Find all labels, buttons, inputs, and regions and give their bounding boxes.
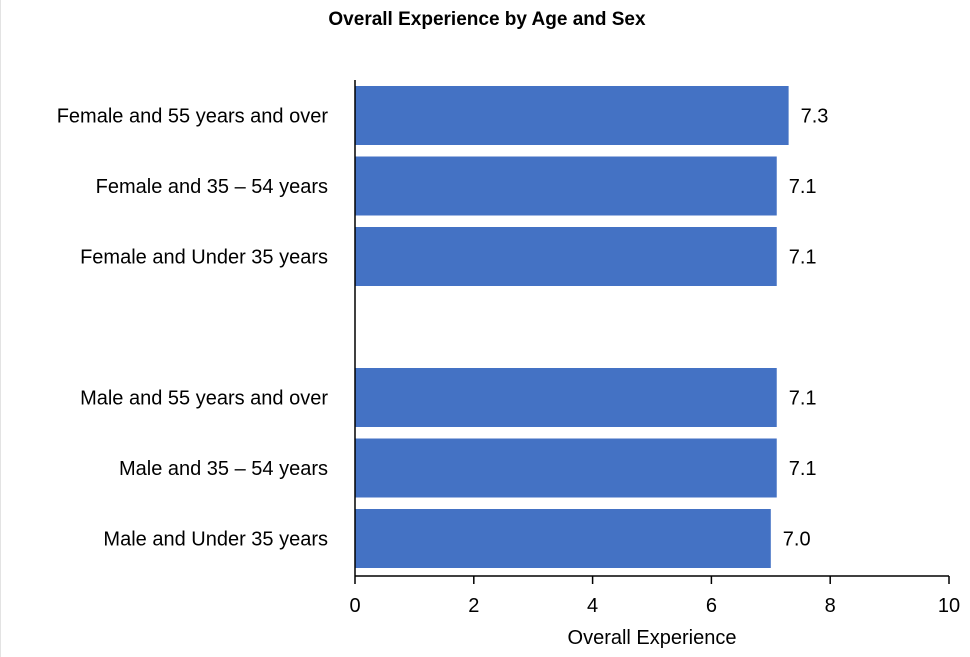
bar xyxy=(355,368,777,427)
x-tick-label: 10 xyxy=(938,595,960,617)
category-label: Female and Under 35 years xyxy=(80,247,328,269)
bars-group xyxy=(355,86,789,568)
bar xyxy=(355,227,777,286)
bar xyxy=(355,509,771,568)
bar-value-label: 7.3 xyxy=(801,106,829,128)
left-border xyxy=(0,0,1,657)
bar-value-label: 7.1 xyxy=(789,388,817,410)
x-tick-label: 8 xyxy=(825,595,836,617)
bar xyxy=(355,156,777,216)
x-tick-label: 4 xyxy=(587,595,598,617)
x-tick-label: 6 xyxy=(706,595,717,617)
x-axis-label: Overall Experience xyxy=(568,627,737,649)
bar-value-label: 7.1 xyxy=(789,176,817,198)
x-ticks-group: 0 2 4 6 8 10 xyxy=(349,576,960,617)
chart-title: Overall Experience by Age and Sex xyxy=(328,9,646,30)
bar-value-label: 7.1 xyxy=(789,458,817,480)
category-label: Male and 55 years and over xyxy=(80,388,328,410)
x-tick-label: 0 xyxy=(349,595,360,617)
category-labels-group: Female and 55 years and over Female and 3… xyxy=(57,106,329,551)
x-tick-label: 2 xyxy=(468,595,479,617)
bar-value-label: 7.0 xyxy=(783,529,811,551)
category-label: Male and 35 – 54 years xyxy=(119,458,328,480)
bar xyxy=(355,438,777,498)
value-labels-group: 7.3 7.1 7.1 7.1 7.1 7.0 xyxy=(783,106,829,551)
category-label: Female and 55 years and over xyxy=(57,106,329,128)
bar xyxy=(355,86,789,145)
bar-value-label: 7.1 xyxy=(789,247,817,269)
category-label: Female and 35 – 54 years xyxy=(96,176,328,198)
category-label: Male and Under 35 years xyxy=(103,529,328,551)
